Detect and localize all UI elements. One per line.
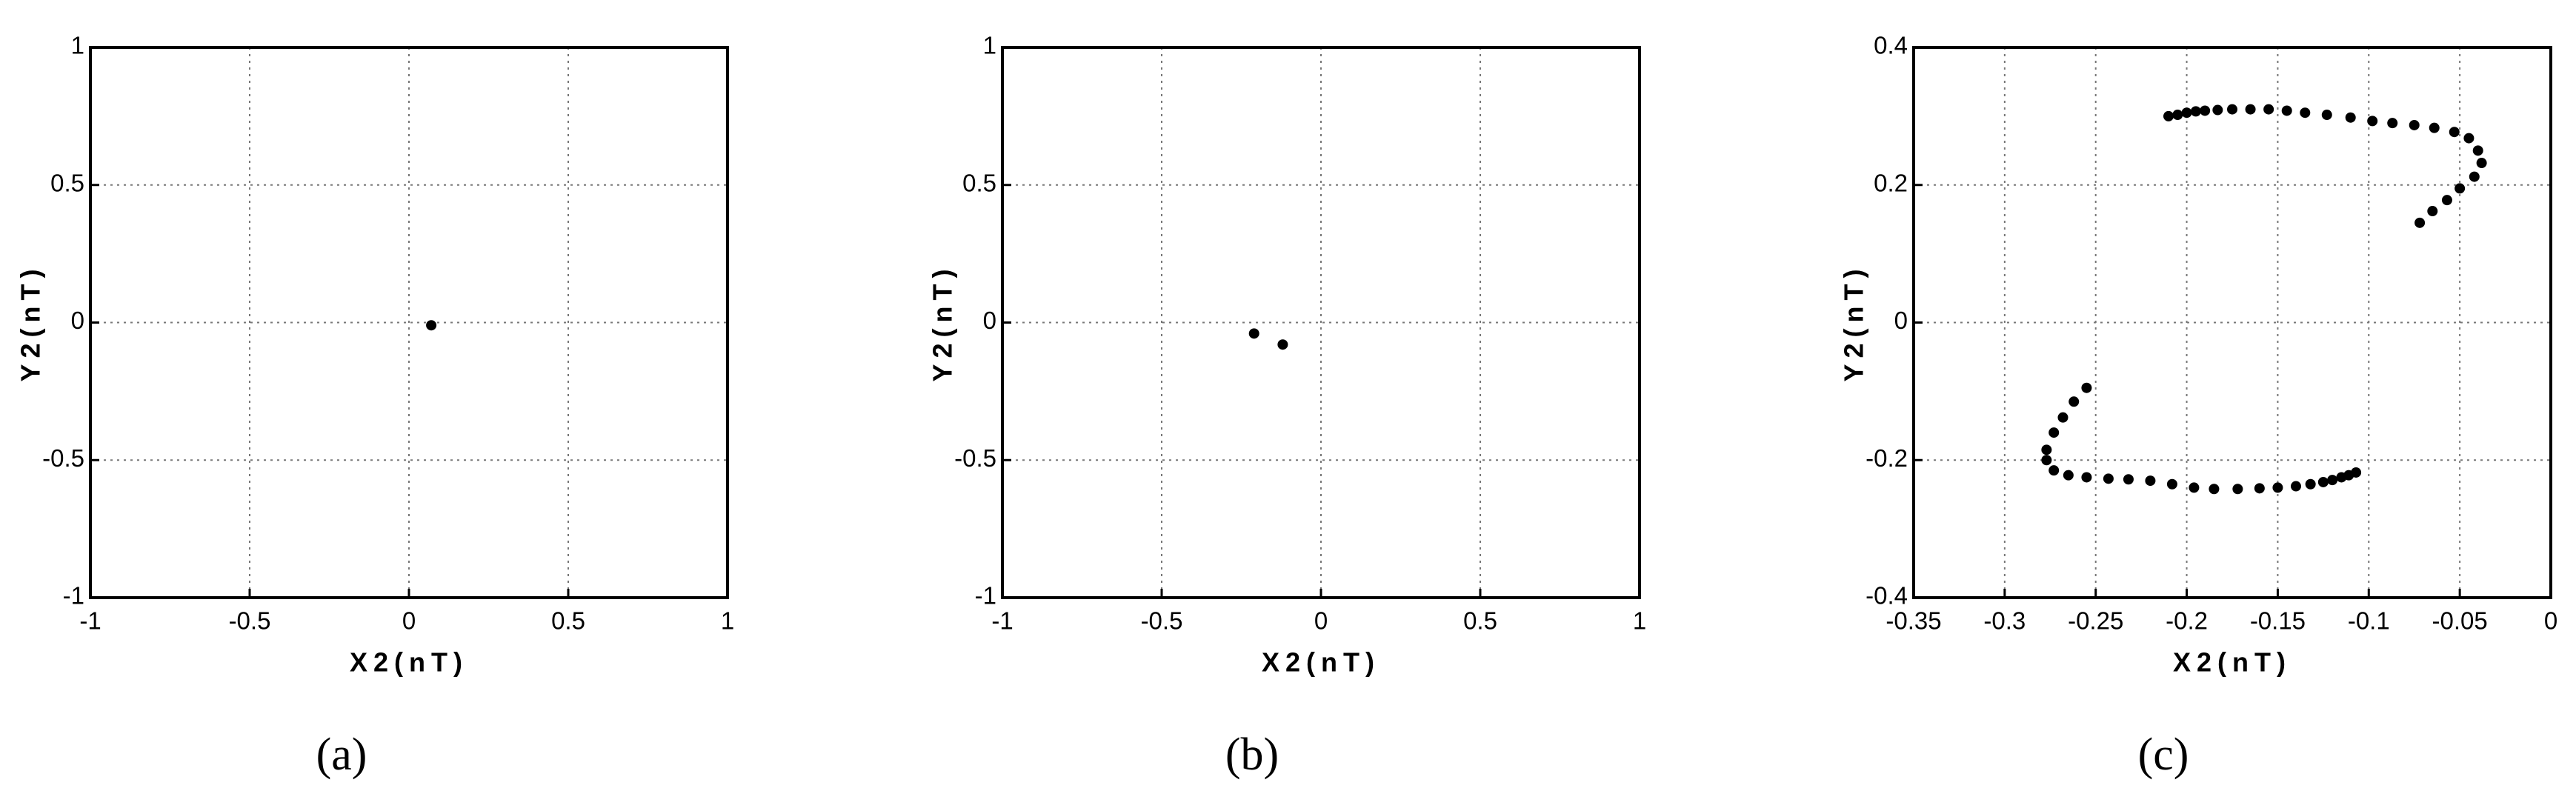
point (2145, 475, 2156, 487)
point (2069, 396, 2080, 407)
point (2209, 484, 2220, 495)
point (2300, 107, 2311, 118)
point (2291, 481, 2301, 492)
y-axis-label: Y2(nT) (16, 264, 46, 382)
caption: (a) (316, 729, 367, 780)
x-tick-label: -0.35 (1886, 607, 1941, 635)
point (2049, 427, 2060, 438)
x-tick-label: 0 (402, 607, 416, 635)
point (2367, 116, 2378, 127)
y-tick-label: 0 (983, 307, 996, 334)
x-tick-label: -0.05 (2432, 607, 2488, 635)
caption: (b) (1225, 729, 1279, 780)
x-axis-label: X2(nT) (2173, 647, 2292, 678)
y-tick-label: 0 (1894, 307, 1908, 334)
point (2063, 470, 2074, 481)
x-tick-label: 1 (1633, 607, 1646, 635)
y-tick-label: -0.5 (954, 444, 996, 472)
x-tick-label: -1 (991, 607, 1013, 635)
point (2454, 183, 2466, 194)
y-tick-label: 0.5 (962, 169, 996, 196)
point (2081, 382, 2092, 393)
point (2057, 412, 2069, 423)
y-tick-label: 1 (983, 32, 996, 59)
y-tick-label: -1 (975, 582, 996, 610)
point (2189, 482, 2200, 493)
y-tick-label: -0.4 (1866, 582, 1908, 610)
point (2429, 122, 2440, 133)
y-tick-label: 0 (71, 307, 84, 334)
y-tick-label: -1 (63, 582, 84, 610)
point (426, 320, 437, 331)
plot-frame (1912, 46, 2552, 599)
point (2200, 105, 2211, 116)
x-tick-label: 1 (721, 607, 734, 635)
point (2345, 112, 2356, 123)
point (2227, 104, 2237, 115)
point (2190, 106, 2201, 117)
x-tick-label: -0.5 (229, 607, 271, 635)
x-axis-label: X2(nT) (1262, 647, 1380, 678)
point (2409, 119, 2420, 130)
point (2232, 484, 2243, 495)
x-tick-label: -0.3 (1983, 607, 2026, 635)
point (2041, 455, 2052, 466)
x-axis-label: X2(nT) (350, 647, 468, 678)
point (2449, 127, 2460, 138)
y-tick-label: 1 (71, 32, 84, 59)
y-tick-label: 0.5 (50, 169, 84, 196)
point (2123, 474, 2134, 485)
point (2081, 472, 2092, 483)
x-tick-label: 0 (2544, 607, 2557, 635)
point (2272, 482, 2283, 493)
plot-frame (89, 46, 729, 599)
caption: (c) (2138, 729, 2189, 780)
point (2166, 478, 2177, 490)
x-tick-label: -0.25 (2068, 607, 2123, 635)
point (2387, 118, 2398, 129)
point (2172, 110, 2183, 121)
x-tick-label: -0.2 (2166, 607, 2208, 635)
x-tick-label: -1 (79, 607, 101, 635)
y-tick-label: -0.5 (42, 444, 84, 472)
point (2414, 217, 2426, 228)
y-tick-label: 0.4 (1874, 32, 1908, 59)
x-tick-label: -0.15 (2250, 607, 2306, 635)
x-tick-label: -0.1 (2348, 607, 2390, 635)
x-tick-label: 0.5 (551, 607, 585, 635)
point (2163, 110, 2174, 121)
point (2049, 465, 2060, 476)
point (2469, 171, 2480, 182)
point (1277, 339, 1288, 350)
y-tick-label: -0.2 (1866, 444, 1908, 472)
x-tick-label: 0.5 (1463, 607, 1497, 635)
point (2351, 467, 2362, 478)
point (2441, 195, 2452, 206)
point (2245, 104, 2256, 115)
point (2476, 158, 2487, 169)
point (2472, 145, 2483, 156)
point (2212, 104, 2223, 116)
point (2041, 444, 2052, 455)
point (2463, 133, 2475, 144)
y-axis-label: Y2(nT) (928, 264, 958, 382)
point (2317, 476, 2329, 487)
x-tick-label: 0 (1314, 607, 1328, 635)
point (1248, 328, 1259, 339)
plot-frame (1001, 46, 1641, 599)
point (2103, 473, 2114, 484)
y-axis-label: Y2(nT) (1839, 264, 1869, 382)
point (2305, 478, 2316, 490)
point (2181, 107, 2192, 118)
point (2427, 206, 2438, 217)
point (2263, 104, 2274, 115)
y-tick-label: 0.2 (1874, 169, 1908, 196)
point (2321, 110, 2332, 121)
point (2254, 483, 2265, 494)
x-tick-label: -0.5 (1141, 607, 1183, 635)
point (2327, 475, 2338, 486)
point (2281, 105, 2292, 116)
